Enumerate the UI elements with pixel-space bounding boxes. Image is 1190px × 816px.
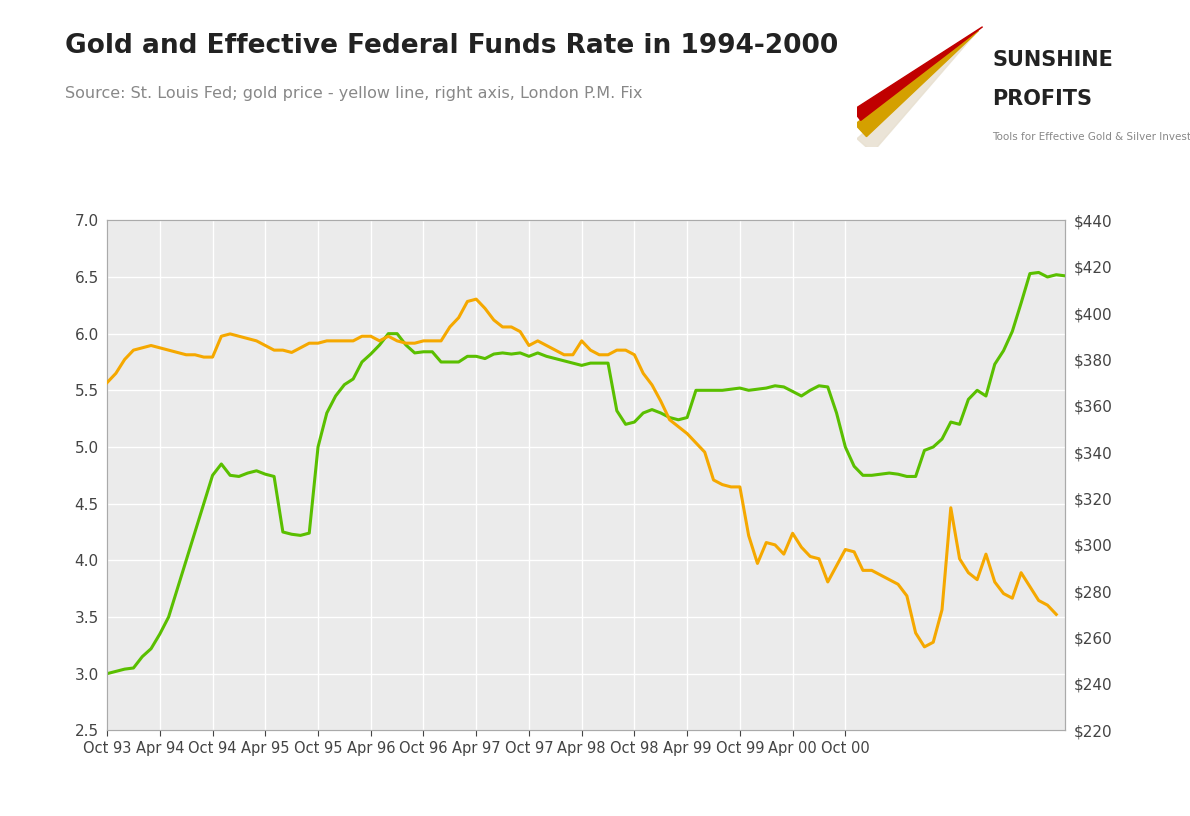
Polygon shape xyxy=(856,30,978,136)
Polygon shape xyxy=(857,34,975,153)
Text: Gold and Effective Federal Funds Rate in 1994-2000: Gold and Effective Federal Funds Rate in… xyxy=(65,33,839,59)
Polygon shape xyxy=(853,27,983,120)
Text: PROFITS: PROFITS xyxy=(992,89,1092,109)
Text: Tools for Effective Gold & Silver Investments: Tools for Effective Gold & Silver Invest… xyxy=(992,132,1190,143)
Text: SUNSHINE: SUNSHINE xyxy=(992,51,1114,70)
Text: Source: St. Louis Fed; gold price - yellow line, right axis, London P.M. Fix: Source: St. Louis Fed; gold price - yell… xyxy=(65,86,643,100)
